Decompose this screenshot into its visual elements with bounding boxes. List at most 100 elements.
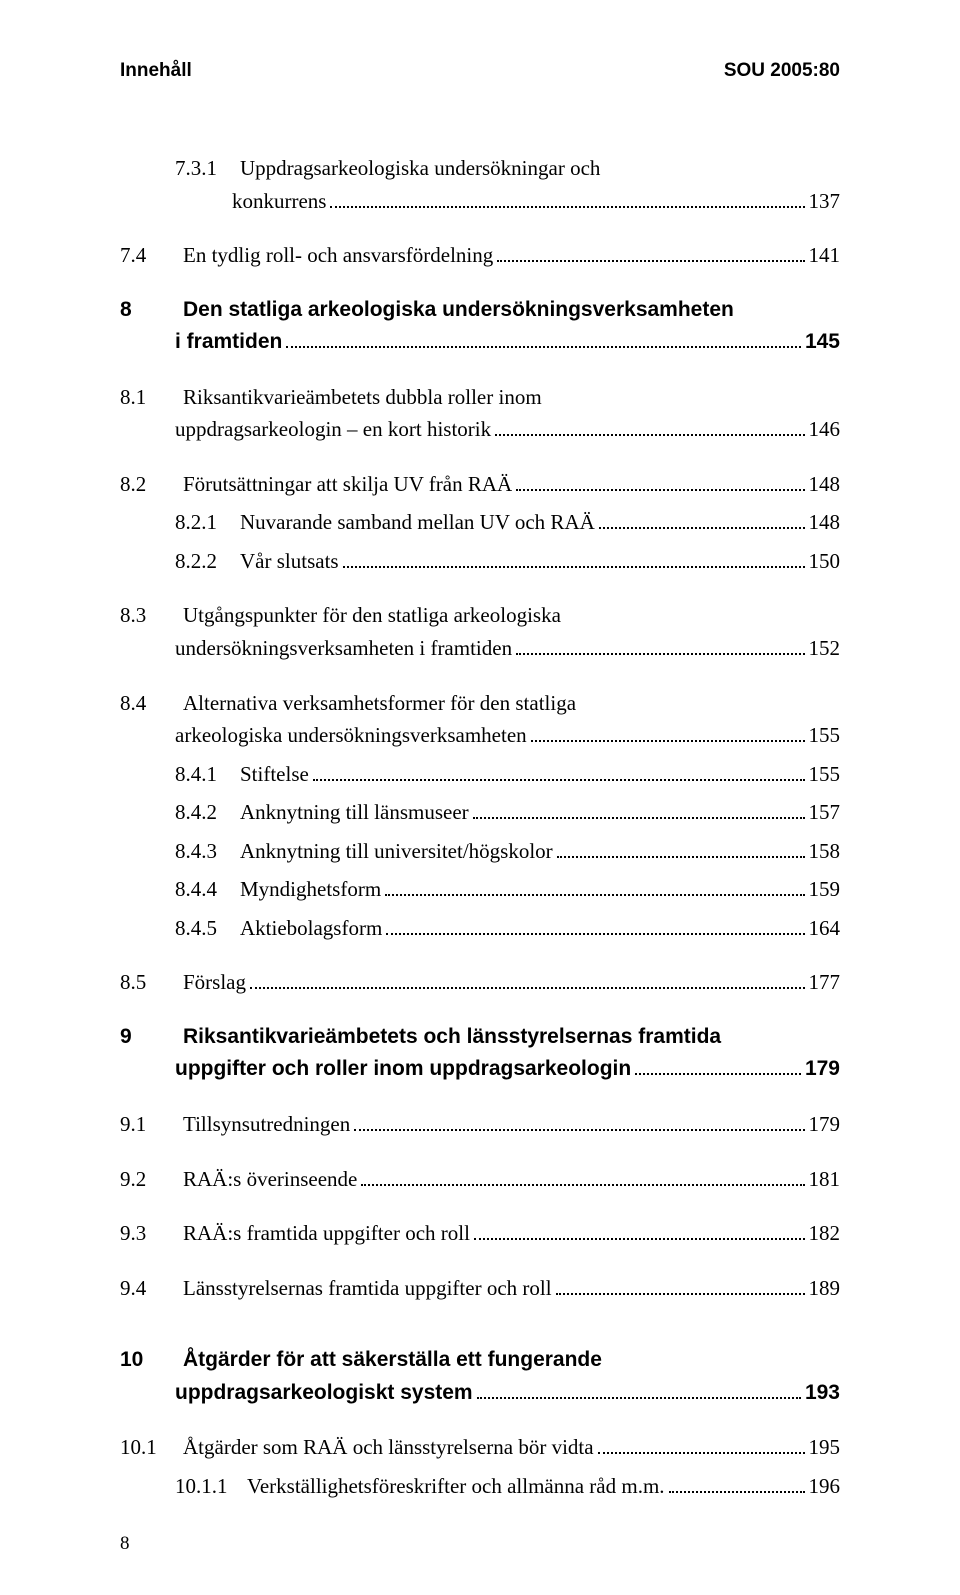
toc-leader-dots xyxy=(598,1452,805,1454)
toc-entry: uppgifter och roller inom uppdragsarkeol… xyxy=(120,1053,840,1086)
toc-entry: 8.4.4Myndighetsform159 xyxy=(120,873,840,906)
toc-leader-dots xyxy=(354,1129,804,1131)
toc-entry-text: Alternativa verksamhetsformer för den st… xyxy=(183,687,576,720)
toc-entry-text: uppdragsarkeologiskt system xyxy=(175,1377,473,1410)
toc-entry-number: 8.4.5 xyxy=(175,912,240,945)
toc-entry: 8.4Alternativa verksamhetsformer för den… xyxy=(120,687,840,720)
toc-entry-number: 9.1 xyxy=(120,1108,183,1141)
toc-entry-text: RAÄ:s överinseende xyxy=(183,1163,357,1196)
toc-entry: 9.1Tillsynsutredningen 179 xyxy=(120,1108,840,1141)
toc-entry-number: 8.3 xyxy=(120,599,183,632)
toc-entry: arkeologiska undersökningsverksamheten15… xyxy=(120,719,840,752)
toc-entry-number: 9 xyxy=(120,1021,183,1054)
toc-entry-text: Anknytning till länsmuseer xyxy=(240,796,469,829)
toc-leader-dots xyxy=(330,206,804,208)
toc-entry: 10Åtgärder för att säkerställa ett funge… xyxy=(120,1344,840,1377)
toc-entry-page: 196 xyxy=(809,1470,841,1503)
toc-entry-number: 9.4 xyxy=(120,1272,183,1305)
toc-entry-page: 158 xyxy=(809,835,841,868)
toc-leader-dots xyxy=(516,489,804,491)
toc-entry-text: undersökningsverksamheten i framtiden xyxy=(175,632,512,665)
page: Innehåll SOU 2005:80 7.3.1Uppdragsarkeol… xyxy=(0,0,960,1595)
toc-entry-text: RAÄ:s framtida uppgifter och roll xyxy=(183,1217,470,1250)
header-right: SOU 2005:80 xyxy=(724,60,840,82)
toc-entry-number: 8.2.1 xyxy=(175,506,240,539)
toc-leader-dots xyxy=(474,1238,805,1240)
toc-leader-dots xyxy=(669,1491,805,1493)
toc-leader-dots xyxy=(250,987,805,989)
running-header: Innehåll SOU 2005:80 xyxy=(120,60,840,82)
toc-entry-text: Förutsättningar att skilja UV från RAÄ xyxy=(183,468,512,501)
toc-entry: 8.3Utgångspunkter för den statliga arkeo… xyxy=(120,599,840,632)
toc-entry-text: Förslag xyxy=(183,966,246,999)
toc-entry: 7.4En tydlig roll- och ansvarsfördelning… xyxy=(120,239,840,272)
toc-entry-page: 146 xyxy=(809,413,841,446)
toc-entry: undersökningsverksamheten i framtiden 152 xyxy=(120,632,840,665)
toc-leader-dots xyxy=(635,1073,801,1075)
toc-entry-page: 145 xyxy=(805,326,840,359)
toc-entry-text: Aktiebolagsform xyxy=(240,912,382,945)
page-number: 8 xyxy=(120,1533,130,1555)
toc-entry-text: konkurrens xyxy=(232,185,326,218)
toc-entry-text: i framtiden xyxy=(175,326,282,359)
toc-entry-page: 152 xyxy=(809,632,841,665)
toc-entry-text: uppgifter och roller inom uppdragsarkeol… xyxy=(175,1053,631,1086)
toc-entry-number: 8.4.1 xyxy=(175,758,240,791)
toc-entry-text: Tillsynsutredningen xyxy=(183,1108,350,1141)
toc-entry: uppdragsarkeologiskt system 193 xyxy=(120,1377,840,1410)
toc-entry: konkurrens 137 xyxy=(120,185,840,218)
toc-entry-page: 181 xyxy=(809,1163,841,1196)
toc-entry: 7.3.1Uppdragsarkeologiska undersökningar… xyxy=(120,152,840,185)
toc-entry-number: 10.1.1 xyxy=(175,1470,247,1503)
toc-entry-text: Uppdragsarkeologiska undersökningar och xyxy=(240,152,600,185)
toc-entry: 8.4.3Anknytning till universitet/högskol… xyxy=(120,835,840,868)
toc-leader-dots xyxy=(557,856,805,858)
toc-entry: 8.4.5Aktiebolagsform164 xyxy=(120,912,840,945)
toc-entry-page: 155 xyxy=(809,758,841,791)
toc-entry-text: Åtgärder för att säkerställa ett fungera… xyxy=(183,1344,602,1377)
toc-entry-number: 8.5 xyxy=(120,966,183,999)
toc-entry: 8.4.2Anknytning till länsmuseer157 xyxy=(120,796,840,829)
toc-entry-page: 179 xyxy=(809,1108,841,1141)
toc-entry-page: 179 xyxy=(805,1053,840,1086)
toc-entry-page: 157 xyxy=(809,796,841,829)
toc-entry: 8.2.2Vår slutsats150 xyxy=(120,545,840,578)
toc-entry-text: Vår slutsats xyxy=(240,545,339,578)
toc-entry-number: 8.2.2 xyxy=(175,545,240,578)
toc-leader-dots xyxy=(313,779,805,781)
toc-leader-dots xyxy=(386,933,804,935)
toc-entry: 9.4Länsstyrelsernas framtida uppgifter o… xyxy=(120,1272,840,1305)
toc-entry: 9.3RAÄ:s framtida uppgifter och roll 182 xyxy=(120,1217,840,1250)
toc-entry: i framtiden 145 xyxy=(120,326,840,359)
toc-entry-page: 137 xyxy=(809,185,841,218)
toc-leader-dots xyxy=(516,653,804,655)
toc-entry-text: Verkställighetsföreskrifter och allmänna… xyxy=(247,1470,665,1503)
toc-entry: 10.1.1Verkställighetsföreskrifter och al… xyxy=(120,1470,840,1503)
toc-entry-number: 8.2 xyxy=(120,468,183,501)
toc-leader-dots xyxy=(599,527,805,529)
toc-leader-dots xyxy=(531,740,805,742)
toc-leader-dots xyxy=(556,1293,805,1295)
toc-entry-text: Åtgärder som RAÄ och länsstyrelserna bör… xyxy=(183,1431,594,1464)
toc-leader-dots xyxy=(495,434,804,436)
toc-entry: 8Den statliga arkeologiska undersöknings… xyxy=(120,294,840,327)
toc-entry-number: 8.4.4 xyxy=(175,873,240,906)
toc-entry-text: Riksantikvarieämbetets dubbla roller ino… xyxy=(183,381,542,414)
toc-leader-dots xyxy=(497,260,804,262)
toc-entry-number: 7.3.1 xyxy=(175,152,240,185)
toc-entry-page: 193 xyxy=(805,1377,840,1410)
toc-entry: 8.2Förutsättningar att skilja UV från RA… xyxy=(120,468,840,501)
toc-entry-number: 8.4 xyxy=(120,687,183,720)
toc-entry: 8.2.1Nuvarande samband mellan UV och RAÄ… xyxy=(120,506,840,539)
toc-leader-dots xyxy=(286,346,801,348)
toc-entry-number: 8 xyxy=(120,294,183,327)
toc-entry-page: 182 xyxy=(809,1217,841,1250)
toc-leader-dots xyxy=(473,817,805,819)
toc-entry-text: Anknytning till universitet/högskolor xyxy=(240,835,553,868)
toc-entry-number: 9.3 xyxy=(120,1217,183,1250)
toc-entry-text: Stiftelse xyxy=(240,758,309,791)
toc-entry: 9Riksantikvarieämbetets och länsstyrelse… xyxy=(120,1021,840,1054)
toc-leader-dots xyxy=(361,1184,804,1186)
table-of-contents: 7.3.1Uppdragsarkeologiska undersökningar… xyxy=(120,152,840,1502)
toc-leader-dots xyxy=(477,1397,801,1399)
